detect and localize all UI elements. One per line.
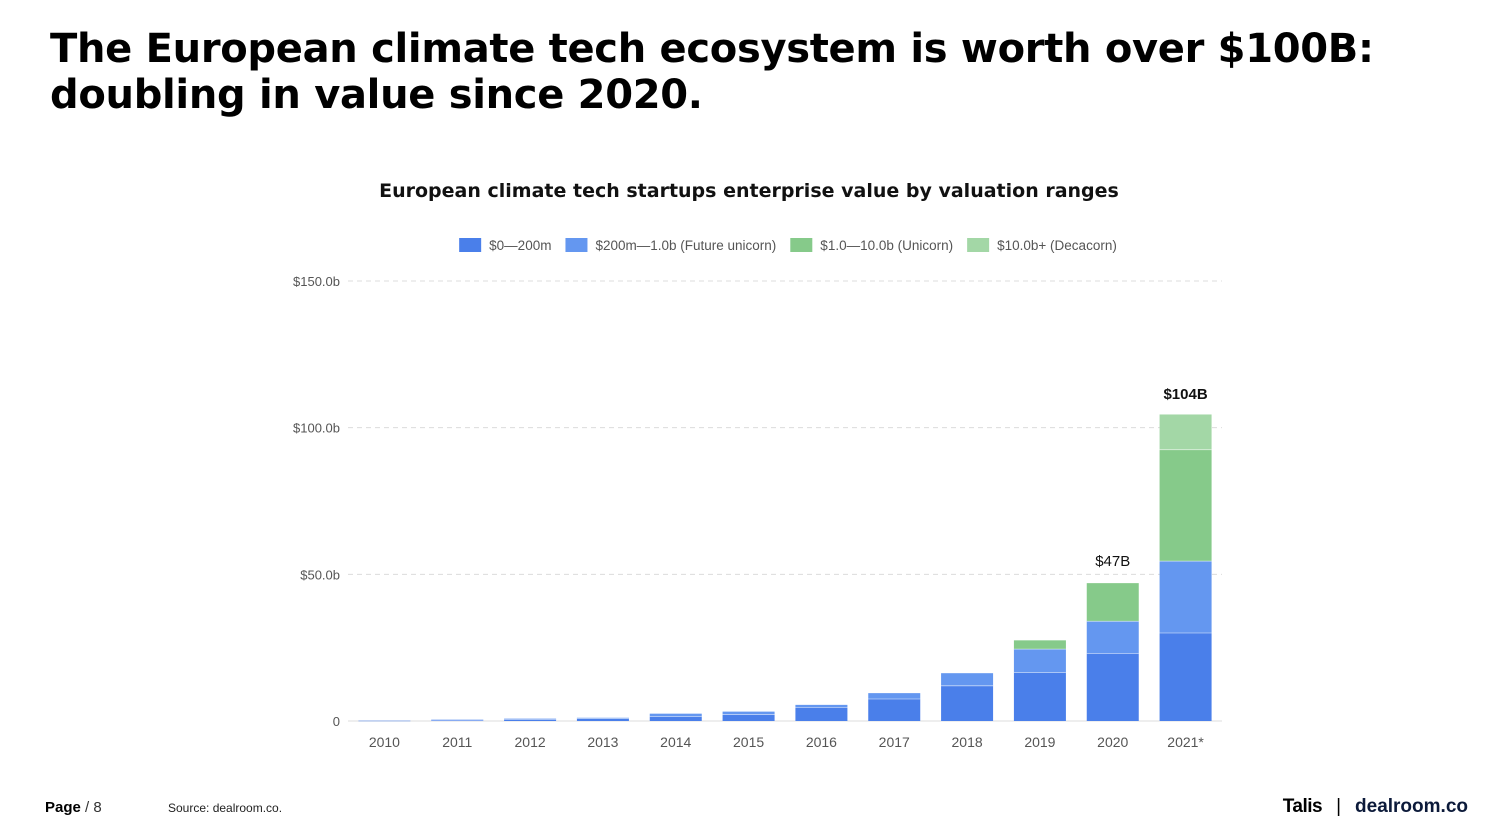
dealroom-logo: dealroom.co [1355,796,1468,817]
bar-segment-2012-series-1 [504,719,557,721]
x-tick-label: 2014 [660,734,691,750]
x-tick-label: 2019 [1024,734,1055,750]
bar-segment-2019-series-3 [1013,640,1066,650]
bar-segment-2011-series-1 [431,720,484,721]
bar-segment-2013-series-1 [576,718,629,721]
page-label: Page [45,799,81,816]
y-tick-label: $150.0b [293,274,340,289]
bar-segment-2016-series-1 [795,707,848,721]
total-label-2020: $47B [1095,553,1130,570]
y-axis: 0 $50.0b $100.0b $150.0b [293,274,340,729]
bar-segment-2016-series-2 [795,704,848,708]
headline-line-1: The European climate tech ecosystem is w… [50,26,1374,72]
y-tick-label: 0 [333,714,340,729]
x-tick-label: 2021* [1167,734,1204,750]
x-axis: 2010 2011 2012 2013 2014 2015 2016 2017 2018 2019… [369,734,1205,750]
bar-segment-2014-series-1 [649,716,702,721]
legend-item: $10.0b+ (Decacorn) [967,238,1117,253]
legend-item: $200m—1.0b (Future unicorn) [565,238,776,253]
chart-title: European climate tech startups enterpris… [379,180,1119,202]
y-tick-label: $50.0b [300,567,340,582]
chart-gridlines [348,280,1222,722]
bar-segment-2017-series-1 [868,699,921,721]
chart-annotations: $47B $104B [1095,386,1208,570]
bar-segment-2019-series-2 [1013,649,1066,673]
brand-separator: | [1336,796,1342,817]
legend-swatch [459,238,482,252]
total-label-2021: $104B [1163,386,1207,403]
page-number: / 8 [85,799,102,816]
page-indicator: Page / 8 [45,799,102,816]
bar-segment-2012-series-2 [504,718,557,720]
source-note: Source: dealroom.co. [168,801,283,815]
legend-item: $1.0—10.0b (Unicorn) [790,238,953,253]
bar-segment-2021-series-3 [1159,449,1212,562]
bar-segment-2017-series-2 [868,693,921,699]
bar-segment-2019-series-1 [1013,672,1066,721]
bar-segment-2020-series-1 [1086,653,1139,721]
bar-segment-2015-series-2 [722,711,775,715]
x-tick-label: 2020 [1097,734,1128,750]
legend-label: $0—200m [489,238,551,253]
legend-label: $10.0b+ (Decacorn) [997,238,1117,253]
x-tick-label: 2017 [879,734,910,750]
x-tick-label: 2015 [733,734,764,750]
slide-headline: The European climate tech ecosystem is w… [50,26,1450,118]
x-tick-label: 2018 [952,734,983,750]
bar-segment-2013-series-2 [576,717,629,719]
bar-segment-2021-series-1 [1159,633,1212,721]
x-tick-label: 2013 [587,734,618,750]
chart-legend: $0—200m $200m—1.0b (Future unicorn) $1.0—1… [459,238,1117,253]
legend-label: $200m—1.0b (Future unicorn) [595,238,776,253]
x-tick-label: 2010 [369,734,400,750]
headline-line-2: doubling in value since 2020. [50,72,703,118]
y-tick-label: $100.0b [293,421,340,436]
legend-swatch [790,238,813,252]
x-tick-label: 2012 [515,734,546,750]
chart-bars [358,414,1212,722]
legend-item: $0—200m [459,238,551,253]
bar-segment-2010-series-1 [358,720,411,722]
bar-segment-2014-series-2 [649,713,702,717]
x-tick-label: 2016 [806,734,837,750]
bar-segment-2020-series-2 [1086,621,1139,654]
bar-segment-2020-series-3 [1086,583,1139,622]
bar-segment-2015-series-1 [722,714,775,721]
x-tick-label: 2011 [442,734,472,750]
bar-segment-2018-series-2 [941,673,994,686]
legend-label: $1.0—10.0b (Unicorn) [820,238,953,253]
talis-logo: Talis [1282,796,1323,817]
bar-segment-2021-series-4 [1159,414,1212,450]
bar-segment-2021-series-2 [1159,561,1212,633]
bar-segment-2018-series-1 [941,685,994,721]
legend-swatch [565,238,588,252]
legend-swatch [967,238,990,252]
brand-logos: Talis | dealroom.co [1283,796,1468,818]
